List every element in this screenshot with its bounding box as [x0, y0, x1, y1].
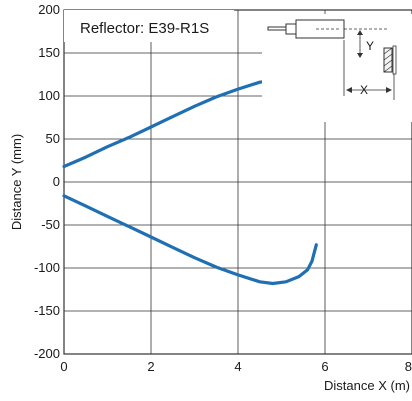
y-tick-label: 50 [46, 131, 60, 146]
reflector-icon [383, 47, 393, 73]
x-axis: 0 2 4 6 8 [60, 359, 412, 374]
y-tick-label: 100 [38, 88, 60, 103]
title-box [64, 10, 234, 42]
x-tick-label: 2 [147, 359, 154, 374]
inset-y-label: Y [366, 39, 374, 53]
y-arrow-up-icon [357, 30, 363, 35]
y-tick-label: -100 [34, 260, 60, 275]
x-arrow-left-icon [346, 87, 352, 93]
series-line-lower [62, 194, 318, 286]
x-tick-label: 4 [234, 359, 241, 374]
reflector-mount-icon [392, 45, 397, 75]
x-arrow-right-icon [386, 87, 392, 93]
sensor-diagram: Y X [262, 14, 412, 122]
y-tick-label: -150 [34, 303, 60, 318]
chart-title: Reflector: E39-R1S [80, 20, 209, 37]
reflector-hatch-icon [383, 47, 393, 73]
y-tick-label: 200 [38, 2, 60, 17]
y-tick-label: 150 [38, 45, 60, 60]
x-axis-label: Distance X (m) [324, 378, 410, 393]
y-tick-label: 0 [53, 174, 60, 189]
x-tick-label: 8 [405, 359, 412, 374]
y-tick-label: -50 [41, 217, 60, 232]
y-tick-label: -200 [34, 346, 60, 361]
x-tick-label: 0 [60, 359, 67, 374]
inset-x-label: X [360, 83, 368, 97]
y-axis-label: Distance Y (mm) [9, 134, 24, 230]
x-tick-label: 6 [321, 359, 328, 374]
y-arrow-down-icon [357, 53, 363, 58]
y-axis: 200 150 100 50 0 -50 -100 -150 -200 [34, 2, 60, 361]
